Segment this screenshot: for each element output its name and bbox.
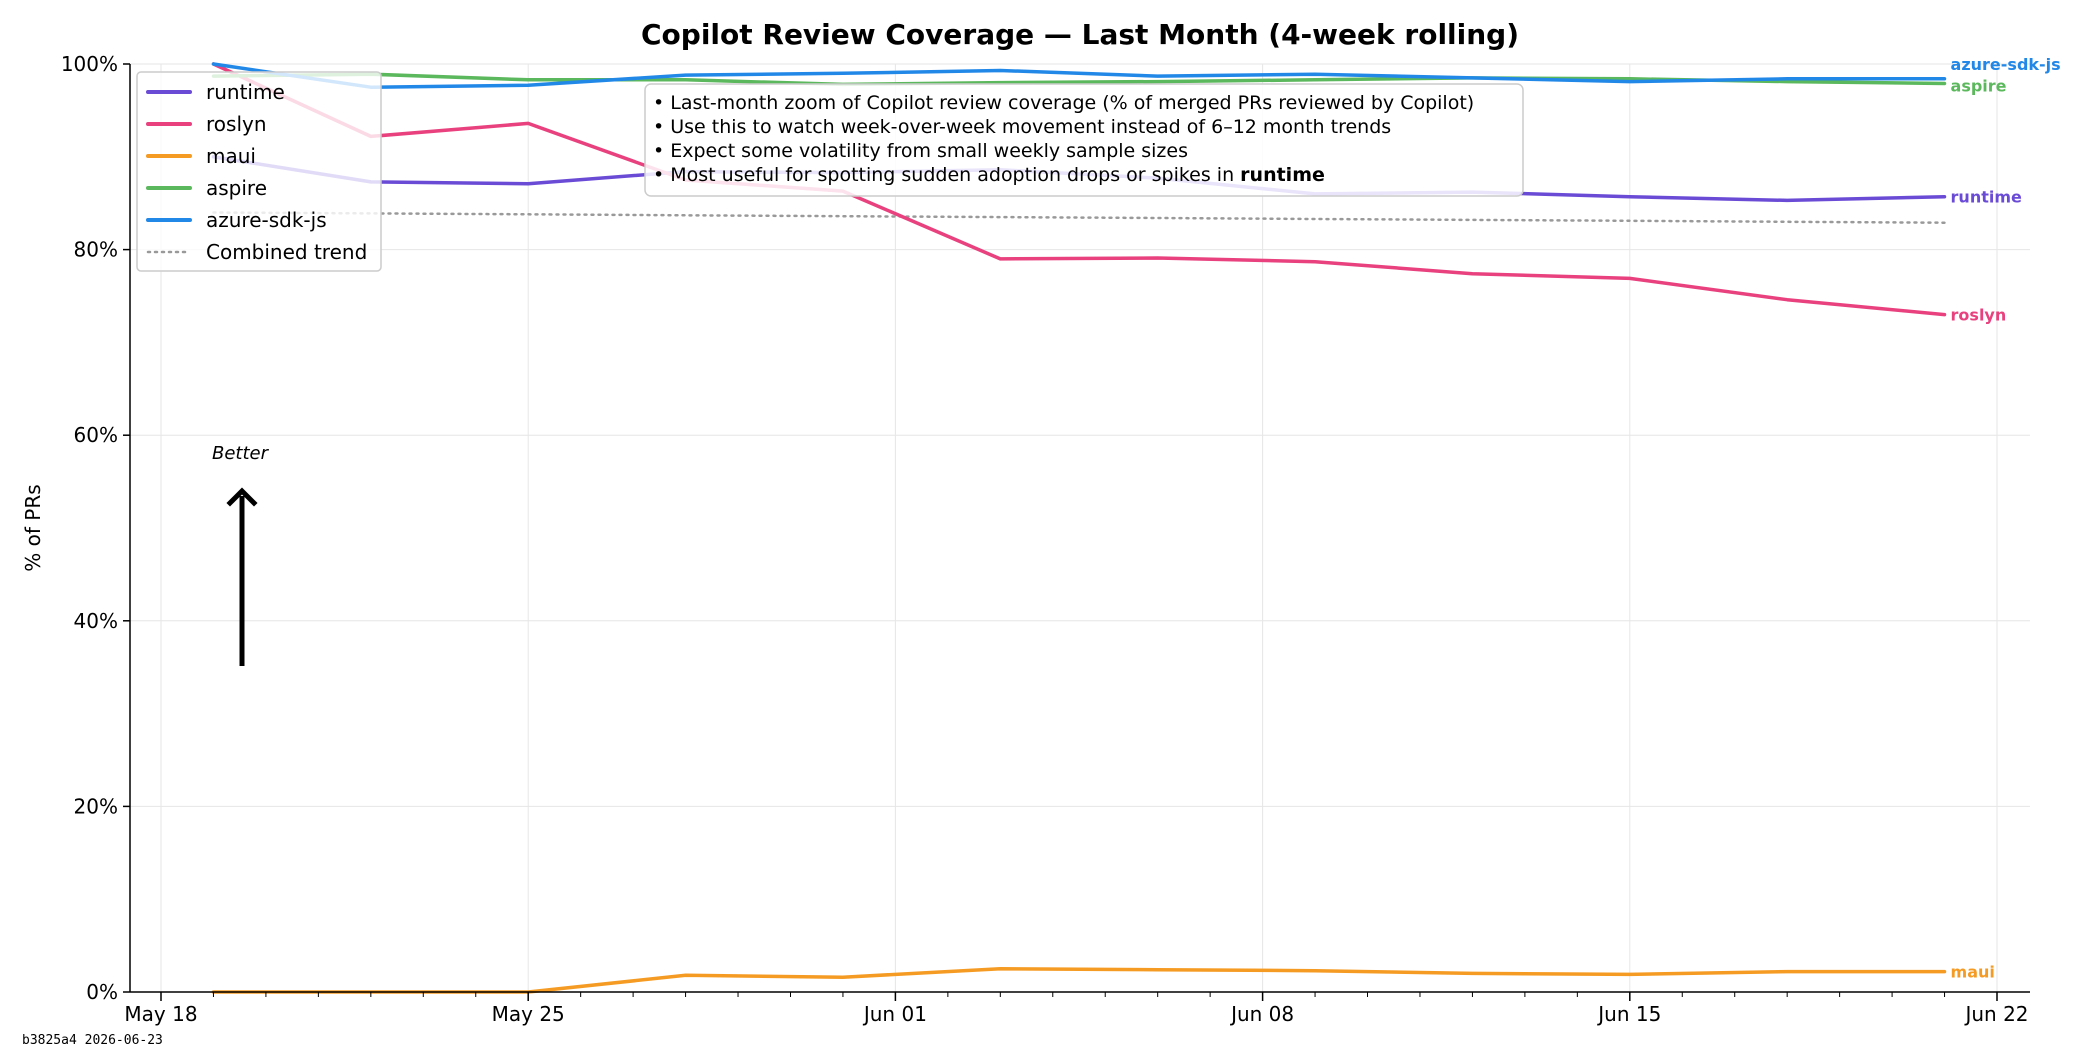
trend-layer [212, 211, 1946, 224]
series-end-labels: runtime roslyn maui aspire azure-sdk-js [1951, 55, 2061, 982]
y-tick-label: 20% [74, 794, 118, 818]
series-line-roslyn [211, 62, 1947, 317]
annotation-line-4: • Most useful for spotting sudden adopti… [653, 164, 1325, 186]
series-line-azure-sdk-js [211, 62, 1947, 89]
series-line-aspire [211, 72, 1947, 87]
annotation-box: • Last-month zoom of Copilot review cove… [644, 83, 1524, 197]
y-tick-label: 40% [74, 609, 118, 633]
annotation-line-4-prefix: • Most useful for spotting sudden adopti… [653, 164, 1240, 186]
legend: runtime roslyn maui aspire azure-sdk-js Combi… [136, 71, 382, 272]
annotation-line-1: • Last-month zoom of Copilot review cove… [653, 92, 1474, 114]
footer-stamp: b3825a4 2026-06-23 [22, 1033, 163, 1048]
axes: 0% 20% 40% 60% 80% 100% May 18 May 25 Jun 01 Jun … [61, 52, 2030, 1026]
y-tick-label: 0% [86, 980, 118, 1004]
x-tick-label: Jun 15 [1596, 1002, 1661, 1026]
y-tick-label: 100% [61, 52, 118, 76]
annotation-line-4-bold: runtime [1240, 164, 1325, 186]
legend-entry-label: roslyn [206, 112, 267, 136]
annotation-box-frame [644, 83, 1524, 197]
better-label: Better [212, 443, 270, 464]
x-tick-label: Jun 22 [1963, 1002, 2028, 1026]
legend-entry-label: azure-sdk-js [206, 208, 327, 232]
legend-entry-label: Combined trend [206, 240, 367, 264]
chart-title: Copilot Review Coverage — Last Month (4-… [641, 18, 1519, 51]
series-end-label-runtime: runtime [1951, 188, 2022, 207]
x-tick-label: Jun 08 [1229, 1002, 1294, 1026]
better-indicator: Better [212, 443, 270, 666]
series-end-label-maui: maui [1951, 963, 1995, 982]
legend-box [136, 71, 382, 272]
x-tick-label: May 18 [124, 1002, 197, 1026]
y-tick-label: 60% [74, 423, 118, 447]
annotation-line-2: • Use this to watch week-over-week movem… [653, 116, 1391, 138]
x-tick-label: Jun 01 [862, 1002, 927, 1026]
series-end-label-roslyn: roslyn [1951, 306, 2007, 325]
annotation-line-3: • Expect some volatility from small week… [653, 140, 1188, 162]
legend-entry-label: runtime [206, 80, 285, 104]
y-tick-label: 80% [74, 238, 118, 262]
series-end-label-azure-sdk-js: azure-sdk-js [1951, 55, 2061, 74]
legend-entry-label: aspire [206, 176, 267, 200]
series-end-label-aspire: aspire [1951, 76, 2007, 95]
x-tick-label: May 25 [492, 1002, 565, 1026]
legend-entry-label: maui [206, 144, 256, 168]
y-axis-label: % of PRs [21, 484, 45, 571]
trend-line [212, 211, 1946, 224]
better-arrow-head [226, 487, 258, 507]
